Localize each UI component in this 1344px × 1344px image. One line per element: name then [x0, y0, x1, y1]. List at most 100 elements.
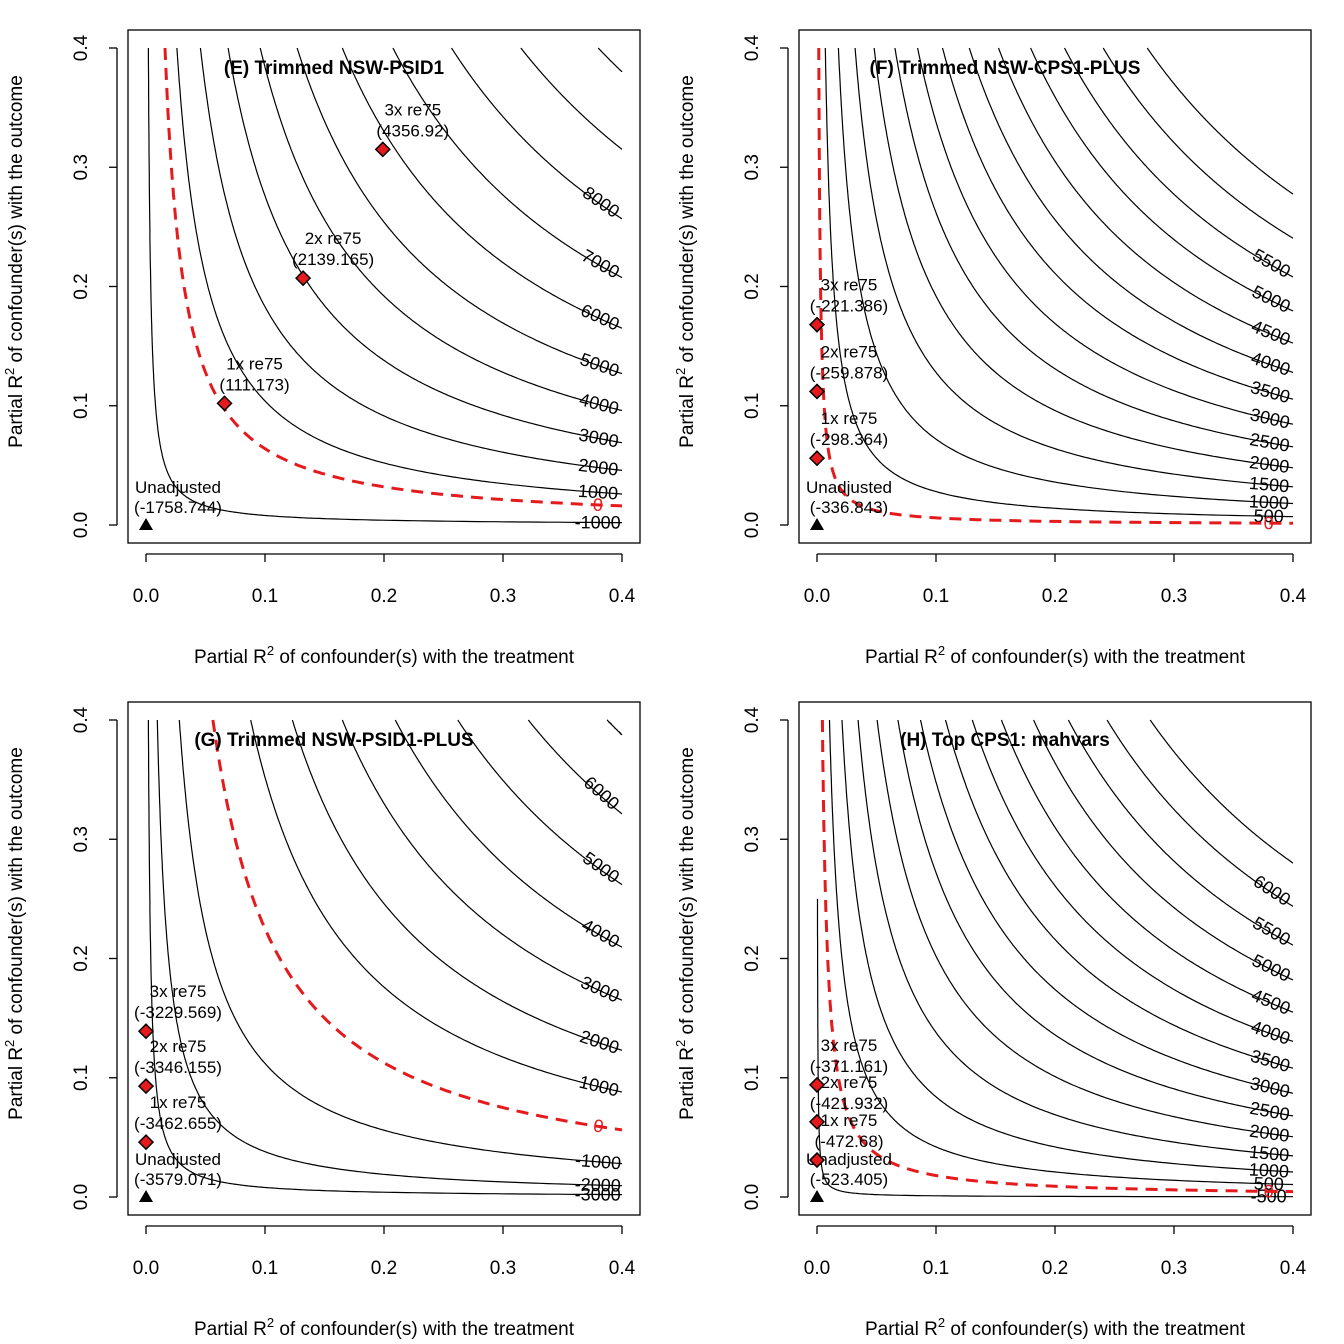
x-axis: 0.0 0.1 0.2 0.3 0.4: [133, 553, 636, 607]
benchmark-value: (2139.165): [292, 250, 374, 269]
y-tick-label: 0.2: [71, 945, 92, 971]
x-axis-title: Partial R2 of confounder(s) with the tre…: [865, 1315, 1246, 1340]
contour-line: [1149, 719, 1294, 864]
x-tick-label: 0.3: [1161, 586, 1187, 607]
y-axis: 0.0 0.1 0.2 0.3 0.4: [71, 706, 118, 1210]
x-axis-title-prefix: Partial R: [194, 647, 267, 668]
x-tick-label: 0.0: [804, 1258, 830, 1279]
y-tick-label: 0.2: [742, 945, 763, 971]
contour-label: 3500: [1248, 1046, 1292, 1076]
x-tick-label: 0.3: [490, 586, 516, 607]
contour-line: [597, 47, 623, 73]
contour-label: 3000: [1248, 404, 1292, 432]
contour-label: 4000: [577, 389, 621, 418]
benchmark-value: (111.173): [219, 375, 289, 394]
contour-label: 1000: [1248, 1159, 1289, 1181]
unadjusted-label: Unadjusted: [806, 1150, 892, 1169]
benchmark-marker: [808, 450, 826, 467]
contour-label: 6000: [578, 300, 623, 335]
contour-label: 5000: [1249, 281, 1294, 317]
y-axis-title-suffix: of confounder(s) with the outcome: [677, 747, 698, 1040]
unadjusted-label: Unadjusted: [806, 478, 892, 497]
contour-line: [259, 47, 623, 412]
y-axis-title-prefix: Partial R: [6, 1047, 27, 1120]
contour-label: 2000: [577, 1026, 621, 1058]
contour-label: -500: [1251, 1187, 1287, 1207]
y-tick-label: 0.4: [71, 706, 92, 733]
x-tick-label: 0.0: [804, 586, 830, 607]
contour-line: [1063, 47, 1294, 278]
x-axis-title-prefix: Partial R: [865, 647, 938, 668]
y-axis-title-sup: 2: [673, 1040, 688, 1047]
contour-label: 5000: [577, 349, 621, 381]
threshold-line: [817, 48, 1293, 525]
contour-line: [824, 47, 1294, 518]
contour-label: 2000: [577, 455, 619, 480]
benchmark-marker: [216, 395, 233, 412]
contour-line: [1146, 47, 1294, 195]
contour-line: [816, 898, 1293, 1198]
y-axis-title-sup: 2: [2, 368, 17, 375]
benchmark-value: (-298.364): [810, 430, 888, 449]
contour-label: 3000: [578, 972, 623, 1007]
y-tick-label: 0.3: [71, 826, 92, 852]
benchmark-value: (-472.68): [815, 1132, 884, 1151]
benchmark-value: (-3229.569): [134, 1003, 222, 1022]
y-tick-label: 0.3: [742, 826, 763, 852]
y-axis-title-sup: 2: [2, 1040, 17, 1047]
benchmark-value: (4356.92): [376, 121, 449, 140]
contour-line: [894, 47, 1294, 448]
x-tick-label: 0.2: [371, 1258, 397, 1279]
threshold-label: 0: [1264, 513, 1274, 533]
benchmark-label: 1x re75: [821, 409, 878, 428]
benchmark-label: 1x re75: [150, 1093, 207, 1112]
y-axis-title-suffix: of confounder(s) with the outcome: [677, 75, 698, 368]
y-tick-label: 0.4: [742, 34, 763, 61]
x-tick-label: 0.1: [252, 1258, 278, 1279]
contour-label: 4000: [578, 915, 623, 952]
contour-label: -2000: [574, 1174, 621, 1195]
benchmark-label: 3x re75: [821, 276, 878, 295]
contour-label: -3000: [575, 1184, 621, 1204]
y-tick-label: 0.4: [742, 706, 763, 733]
contour-label: 3000: [577, 425, 620, 452]
contour-line: [227, 47, 623, 444]
contour-label: 500: [1253, 1173, 1284, 1194]
x-tick-label: 0.3: [490, 1258, 516, 1279]
x-axis-title: Partial R2 of confounder(s) with the tre…: [194, 643, 575, 668]
y-tick-label: 0.1: [71, 1065, 92, 1091]
contour-line: [873, 47, 1294, 469]
contour-line: [1067, 719, 1294, 946]
contour-label: 4500: [1249, 985, 1294, 1019]
x-tick-label: 0.1: [252, 586, 278, 607]
benchmark-value: (-259.878): [810, 363, 888, 382]
x-tick-label: 0.4: [1280, 1258, 1307, 1279]
x-tick-label: 0.0: [133, 586, 159, 607]
y-axis-title-sup: 2: [673, 368, 688, 375]
benchmark-label: 2x re75: [821, 1073, 878, 1092]
contour-label: 5500: [1249, 245, 1294, 282]
contour-line: [457, 719, 623, 886]
y-tick-label: 0.3: [71, 154, 92, 180]
contour-line: [944, 719, 1294, 1069]
benchmark-marker: [808, 1113, 826, 1130]
unadjusted-marker: [810, 1190, 824, 1202]
x-tick-label: 0.0: [133, 1258, 159, 1279]
contour-label: 6000: [1250, 871, 1294, 910]
y-axis: 0.0 0.1 0.2 0.3 0.4: [71, 34, 118, 538]
benchmark-value: (-221.386): [810, 297, 888, 316]
plot-frame: [798, 29, 1312, 544]
contour-line: [606, 719, 623, 736]
unadjusted-marker: [139, 518, 153, 530]
y-axis-title: Partial R2 of confounder(s) with the out…: [2, 75, 27, 448]
y-axis-title: Partial R2 of confounder(s) with the out…: [673, 75, 698, 448]
benchmark-label: 2x re75: [150, 1037, 207, 1056]
x-axis: 0.0 0.1 0.2 0.3 0.4: [133, 1225, 636, 1279]
plot-frame: [127, 29, 641, 544]
contour-label: 1500: [1248, 473, 1290, 496]
panel-title: (H) Top CPS1: mahvars: [900, 730, 1110, 751]
